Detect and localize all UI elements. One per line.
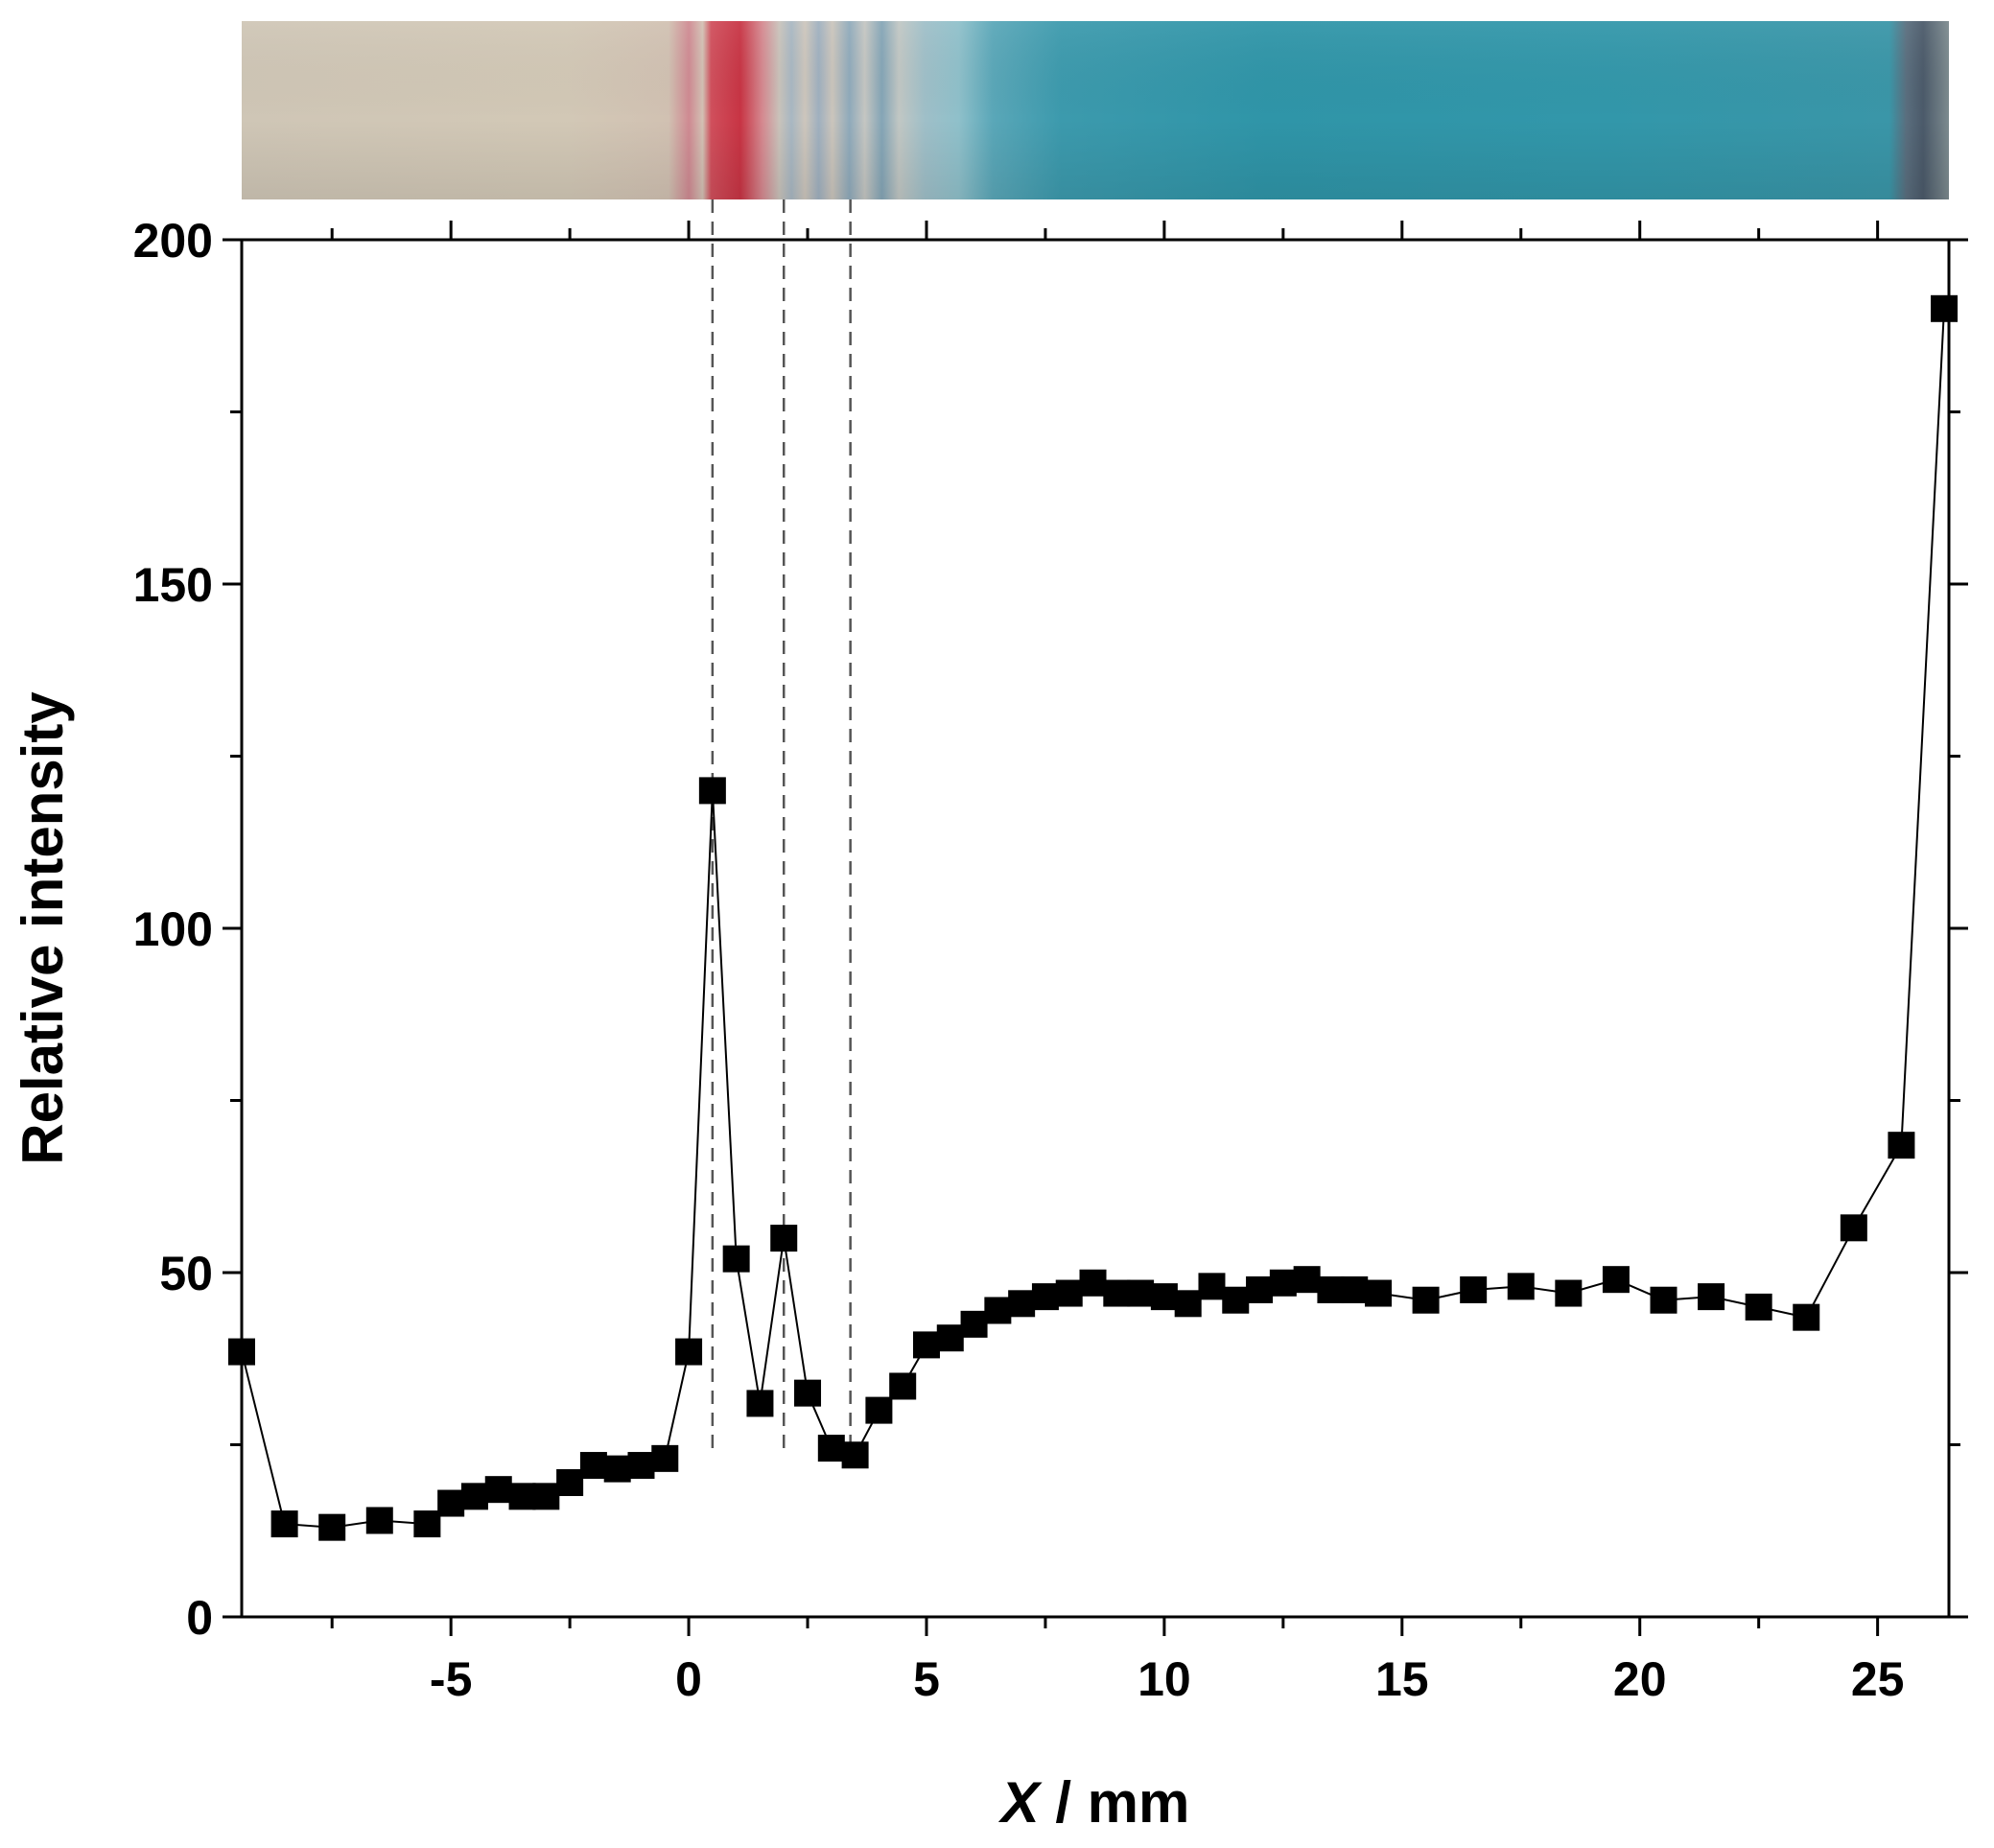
data-point <box>603 1455 631 1483</box>
x-axis-variable: X <box>998 1770 1044 1835</box>
x-tick-label: -5 <box>430 1652 472 1706</box>
data-point <box>865 1396 893 1424</box>
x-axis-unit: / mm <box>1040 1770 1190 1835</box>
y-tick-label: 0 <box>186 1591 213 1645</box>
data-point <box>746 1390 774 1417</box>
data-point <box>556 1468 584 1496</box>
y-axis-label: Relative intensity <box>11 691 75 1165</box>
x-tick-label: 25 <box>1851 1652 1905 1706</box>
data-point <box>437 1489 465 1517</box>
y-tick-label: 50 <box>159 1247 213 1300</box>
data-point <box>770 1225 798 1252</box>
data-point <box>365 1507 393 1534</box>
data-point <box>1198 1273 1226 1300</box>
data-point <box>1931 294 1959 322</box>
data-point <box>1269 1269 1297 1297</box>
data-point <box>228 1338 255 1366</box>
data-point <box>413 1510 441 1538</box>
data-point <box>1174 1290 1202 1318</box>
data-point <box>1150 1283 1178 1311</box>
data-point <box>1650 1286 1677 1314</box>
data-point <box>984 1297 1012 1324</box>
data-point <box>1412 1286 1440 1314</box>
x-tick-label: 5 <box>913 1652 940 1706</box>
data-point <box>1341 1275 1369 1303</box>
data-point <box>722 1245 750 1273</box>
x-axis-label: X / mm <box>998 1770 1190 1835</box>
data-point <box>936 1324 964 1352</box>
x-tick-label: 15 <box>1375 1652 1429 1706</box>
data-point <box>889 1372 917 1400</box>
data-point <box>532 1483 560 1510</box>
data-point <box>1079 1269 1107 1297</box>
data-point <box>651 1444 679 1472</box>
data-point <box>1555 1279 1583 1307</box>
data-point <box>960 1310 988 1338</box>
y-tick-labels: 0 50 100 150 200 <box>133 214 213 1645</box>
data-point <box>318 1513 346 1541</box>
series-line <box>241 308 1945 1529</box>
data-point <box>1127 1279 1155 1307</box>
x-tick-labels: -5 0 5 10 15 20 25 <box>430 1652 1905 1706</box>
data-point <box>841 1441 869 1469</box>
data-point <box>1365 1279 1393 1307</box>
data-point <box>1602 1266 1630 1294</box>
data-point <box>1745 1293 1772 1321</box>
data-point <box>460 1483 488 1510</box>
data-point <box>1317 1275 1345 1303</box>
data-point <box>1222 1286 1250 1314</box>
y-tick-label: 100 <box>133 902 213 956</box>
data-point <box>508 1483 536 1510</box>
data-point <box>817 1435 845 1462</box>
y-tick-label: 200 <box>133 214 213 268</box>
series-markers <box>228 294 1959 1541</box>
x-tick-label: 20 <box>1613 1652 1667 1706</box>
x-tick-label: 10 <box>1138 1652 1191 1706</box>
test-strip-image <box>242 21 1949 199</box>
data-point <box>1293 1266 1321 1294</box>
data-point <box>1460 1275 1488 1303</box>
plot-frame <box>240 238 1951 1619</box>
data-point <box>1031 1283 1059 1311</box>
data-point <box>270 1510 298 1538</box>
y-tick-label: 150 <box>133 558 213 612</box>
data-point <box>579 1452 607 1480</box>
x-tick-label: 0 <box>675 1652 702 1706</box>
data-point <box>1055 1279 1083 1307</box>
data-point <box>794 1379 822 1407</box>
data-point <box>675 1338 703 1366</box>
data-point <box>912 1331 940 1359</box>
data-point <box>1008 1290 1036 1318</box>
data-point <box>1698 1283 1725 1311</box>
series-line-group <box>241 308 1945 1529</box>
axis-ticks <box>223 221 1968 1636</box>
data-point <box>627 1452 655 1480</box>
data-point <box>1246 1275 1274 1303</box>
data-point <box>1103 1279 1131 1307</box>
data-point <box>1507 1273 1535 1300</box>
data-point <box>1840 1214 1867 1242</box>
data-point <box>1888 1132 1915 1159</box>
data-point <box>1793 1303 1820 1331</box>
data-point <box>698 777 726 805</box>
data-point <box>484 1476 512 1504</box>
